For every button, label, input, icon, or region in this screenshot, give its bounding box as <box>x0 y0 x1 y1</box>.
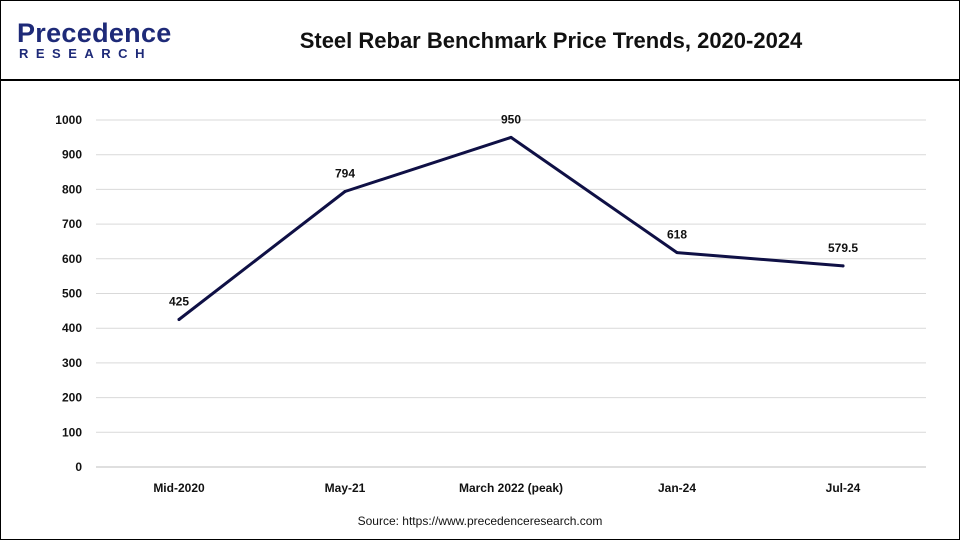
x-tick-label: Jan-24 <box>658 481 696 495</box>
data-label: 579.5 <box>828 241 858 255</box>
logo-wordmark: Precedence <box>17 18 172 48</box>
line-chart: 0 100 200 300 400 500 600 700 800 900 1000 Mid-2020… <box>55 112 926 495</box>
y-tick-label: 800 <box>62 182 82 196</box>
y-tick-label: 300 <box>62 356 82 370</box>
x-tick-label: March 2022 (peak) <box>459 481 563 495</box>
data-point <box>675 251 679 255</box>
y-tick-label: 400 <box>62 321 82 335</box>
y-tick-label: 0 <box>75 460 82 474</box>
x-tick-label: Mid-2020 <box>153 481 205 495</box>
data-point <box>841 264 845 268</box>
data-label: 425 <box>169 295 189 309</box>
data-label: 794 <box>335 166 355 180</box>
data-point <box>509 135 513 139</box>
brand-logo: Precedence RESEARCH <box>17 19 171 63</box>
data-label: 618 <box>667 228 687 242</box>
y-tick-label: 600 <box>62 252 82 266</box>
series-line <box>177 135 845 321</box>
y-tick-label: 1000 <box>55 113 82 127</box>
source-note: Source: https://www.precedenceresearch.c… <box>357 514 603 528</box>
data-point <box>343 189 347 193</box>
y-tick-label: 100 <box>62 425 82 439</box>
x-tick-label: May-21 <box>325 481 366 495</box>
data-point <box>177 318 181 322</box>
y-tick-label: 700 <box>62 217 82 231</box>
data-label: 950 <box>501 112 521 126</box>
y-tick-label: 900 <box>62 148 82 162</box>
chart-title: Steel Rebar Benchmark Price Trends, 2020… <box>299 28 803 53</box>
x-tick-label: Jul-24 <box>826 481 861 495</box>
y-tick-label: 500 <box>62 287 82 301</box>
logo-subtitle: RESEARCH <box>19 46 152 61</box>
y-tick-label: 200 <box>62 391 82 405</box>
chart-header: Precedence RESEARCH Steel Rebar Benchmar… <box>1 1 959 81</box>
